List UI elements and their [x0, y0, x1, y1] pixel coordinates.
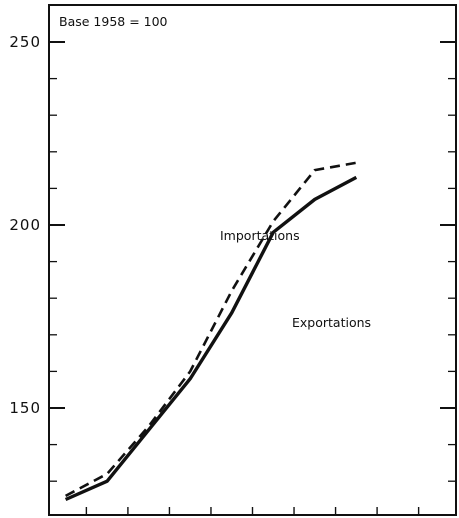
series-label-exportations: Exportations [292, 315, 371, 330]
base-note: Base 1958 = 100 [59, 14, 168, 29]
y-axis-right-ticks [440, 41, 456, 482]
y-tick-label: 250 [9, 33, 41, 51]
y-axis-tick-labels: 250 200 150 [9, 33, 41, 417]
series-line-exportations [64, 175, 358, 502]
plot-frame [48, 4, 457, 516]
series-lines [64, 161, 358, 502]
y-tick-label: 150 [9, 399, 41, 417]
series-line-importations [65, 161, 357, 497]
y-tick-label: 200 [9, 216, 41, 234]
series-label-importations: Importations [220, 228, 300, 243]
y-axis-left-ticks [49, 41, 65, 482]
x-axis-ticks [85, 507, 420, 515]
